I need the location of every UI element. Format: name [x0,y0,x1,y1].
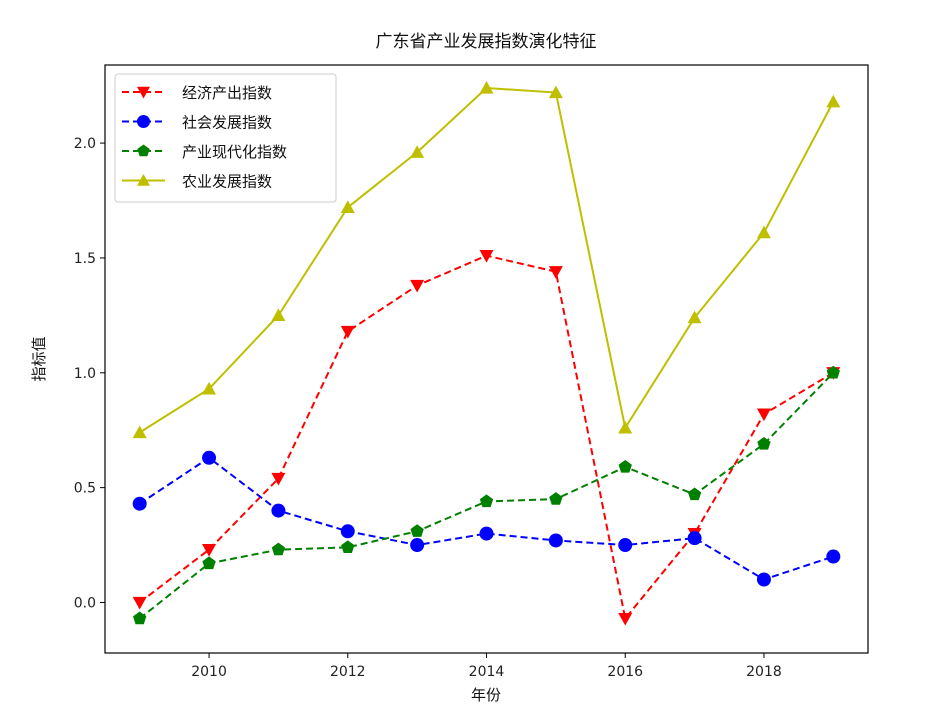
data-point-marker [271,472,286,486]
data-point-marker [548,85,563,99]
data-point-marker [410,145,425,158]
plot-area [132,80,841,626]
legend-item: 经济产出指数 [122,84,272,102]
data-point-marker [618,459,632,473]
legend-marker-icon [137,115,150,128]
data-point-marker [340,524,355,539]
data-point-marker [826,549,841,564]
data-point-marker [756,225,771,239]
chart-title: 广东省产业发展指数演化特征 [376,32,597,52]
x-tick-label: 2014 [469,664,505,680]
series-line [133,365,840,625]
data-point-marker [687,310,702,324]
data-point-marker [618,612,633,626]
data-point-marker [340,325,355,339]
data-point-marker [202,381,217,395]
y-tick-label: 0.5 [74,481,96,497]
axes-frame [104,64,869,654]
data-point-marker [548,533,563,548]
data-point-marker [271,308,286,321]
x-tick-label: 2018 [746,664,782,680]
data-point-marker [756,572,771,587]
legend-marker-icon [137,144,150,157]
y-tick-label: 1.5 [74,251,96,267]
data-point-marker [826,365,840,379]
data-point-marker [271,503,286,518]
data-point-marker [341,540,355,554]
data-point-marker [479,526,494,541]
data-point-marker [618,538,633,553]
data-point-marker [271,542,286,556]
data-point-marker [548,266,563,279]
legend-box [114,73,337,203]
x-tick-label: 2010 [191,664,227,680]
data-point-marker [826,94,841,108]
y-axis-label: 指标值 [30,336,48,381]
data-point-marker [410,538,425,553]
x-axis-label: 年份 [471,686,501,704]
legend-item: 农业发展指数 [122,173,272,191]
data-point-marker [756,408,771,422]
data-point-marker [202,450,217,465]
x-tick-label: 2016 [607,664,643,680]
legend-item: 社会发展指数 [122,114,272,132]
data-point-marker [132,496,147,511]
x-axis: 2010 2012 2014 2016 2018 [191,653,782,680]
y-axis: 0.0 0.5 1.0 1.5 2.0 [74,136,105,611]
legend-label: 产业现代化指数 [182,143,287,161]
legend-label: 经济产出指数 [182,84,272,102]
data-point-marker [479,80,494,94]
series-line [132,250,841,626]
data-point-marker [410,524,424,537]
legend-marker-icon [137,86,150,99]
data-point-marker [618,420,633,434]
data-point-marker [479,250,494,263]
data-point-marker [132,425,147,439]
data-point-marker [202,556,216,570]
y-tick-label: 1.0 [74,366,96,382]
legend-marker-icon [137,174,150,186]
data-point-marker [757,436,771,450]
data-point-marker [132,596,147,610]
data-point-marker [133,611,147,625]
series-line [132,450,841,587]
data-point-marker [410,279,425,293]
y-tick-label: 0.0 [74,595,96,611]
data-point-marker [687,531,702,546]
legend-label: 农业发展指数 [182,173,272,191]
x-tick-label: 2012 [330,664,366,680]
data-point-marker [202,544,217,557]
series-line [132,80,841,439]
data-point-marker [479,494,494,508]
y-tick-label: 2.0 [74,136,96,152]
legend-item: 产业现代化指数 [122,143,287,161]
data-point-marker [549,492,563,505]
data-point-marker [340,200,355,214]
legend-label: 社会发展指数 [182,114,272,132]
data-point-marker [687,487,702,501]
